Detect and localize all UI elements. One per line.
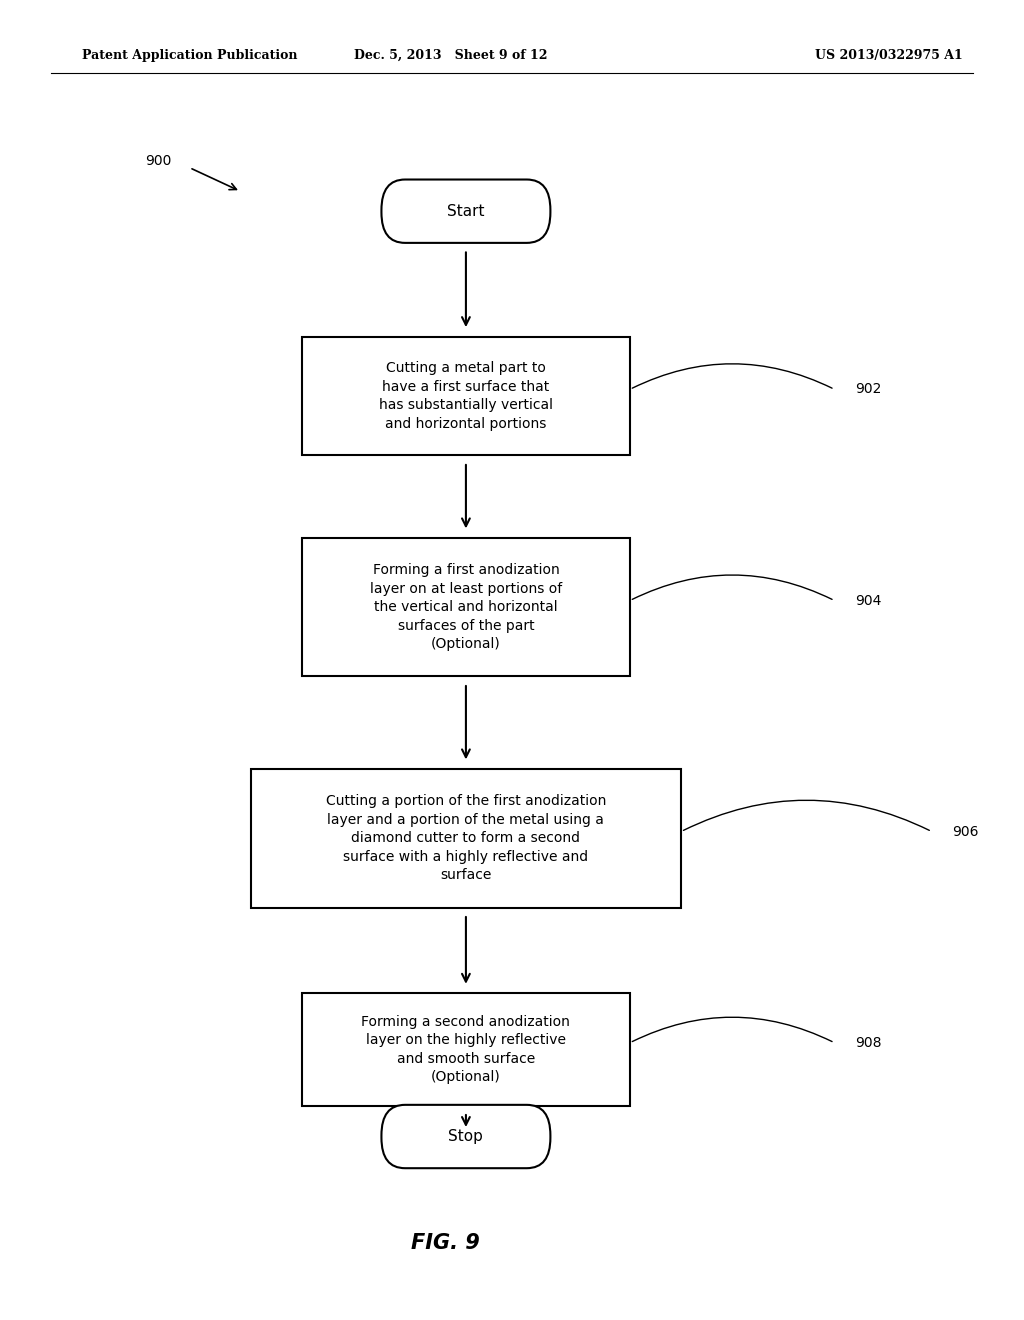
Text: Patent Application Publication: Patent Application Publication (82, 49, 297, 62)
Bar (302, 537, 630, 676)
Text: Start: Start (447, 203, 484, 219)
Text: 906: 906 (952, 825, 979, 838)
Text: 900: 900 (145, 154, 172, 168)
Bar (302, 993, 630, 1106)
Bar (251, 768, 681, 908)
Text: FIG. 9: FIG. 9 (411, 1233, 480, 1254)
Text: Stop: Stop (449, 1129, 483, 1144)
FancyBboxPatch shape (381, 180, 551, 243)
Text: Forming a first anodization
layer on at least portions of
the vertical and horiz: Forming a first anodization layer on at … (370, 564, 562, 651)
Text: Forming a second anodization
layer on the highly reflective
and smooth surface
(: Forming a second anodization layer on th… (361, 1015, 570, 1084)
Text: Cutting a metal part to
have a first surface that
has substantially vertical
and: Cutting a metal part to have a first sur… (379, 362, 553, 430)
Text: 908: 908 (855, 1036, 882, 1049)
Text: Dec. 5, 2013   Sheet 9 of 12: Dec. 5, 2013 Sheet 9 of 12 (354, 49, 547, 62)
Bar (302, 337, 630, 455)
Text: 902: 902 (855, 383, 882, 396)
Text: US 2013/0322975 A1: US 2013/0322975 A1 (815, 49, 963, 62)
Text: 904: 904 (855, 594, 882, 607)
Text: Cutting a portion of the first anodization
layer and a portion of the metal usin: Cutting a portion of the first anodizati… (326, 795, 606, 882)
FancyBboxPatch shape (381, 1105, 551, 1168)
